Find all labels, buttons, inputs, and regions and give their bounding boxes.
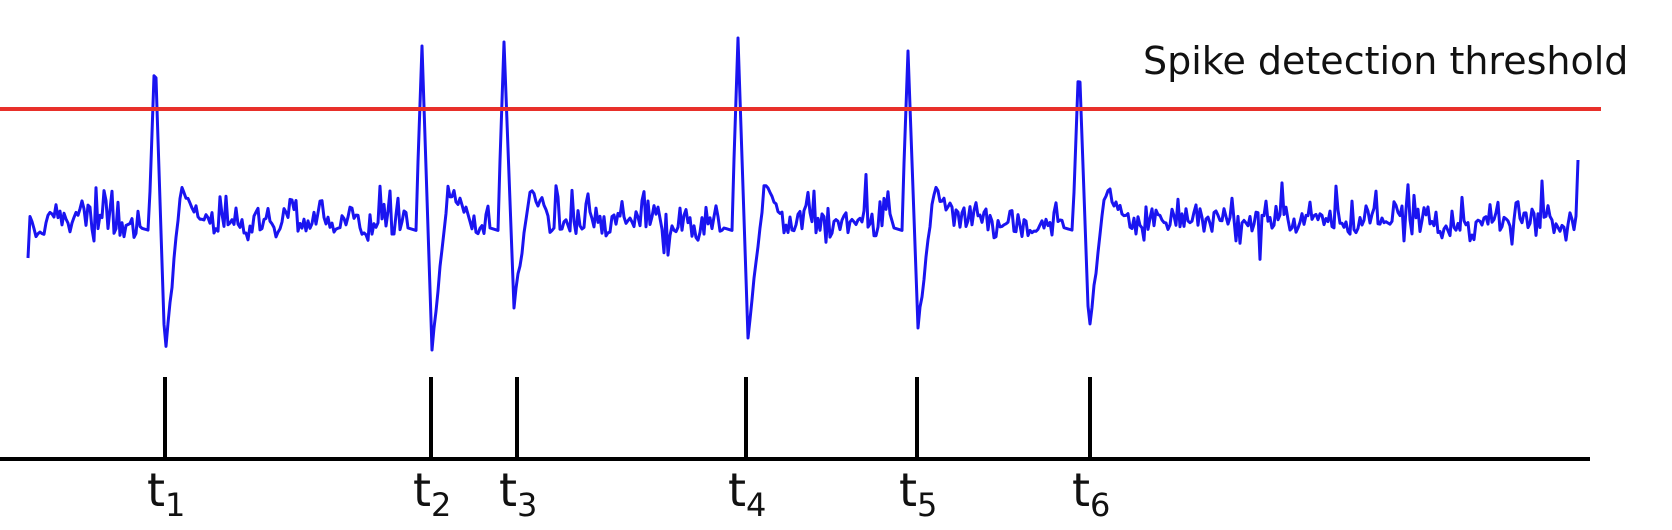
spike-time-label: t5 — [899, 463, 937, 524]
spike-time-label: t3 — [499, 463, 537, 524]
spike-time-subscript: 5 — [917, 486, 937, 524]
spike-time-subscript: 4 — [746, 486, 766, 524]
spike-time-letter: t — [147, 463, 165, 517]
threshold-label: Spike detection threshold — [1143, 39, 1628, 83]
spike-time-letter: t — [413, 463, 431, 517]
spike-time-label: t2 — [413, 463, 451, 524]
spike-time-letter: t — [1072, 463, 1090, 517]
spike-time-label: t6 — [1072, 463, 1110, 524]
spike-time-subscript: 1 — [165, 486, 185, 524]
spike-time-subscript: 3 — [517, 486, 537, 524]
spike-time-subscript: 6 — [1090, 486, 1110, 524]
spike-time-label: t1 — [147, 463, 185, 524]
spike-time-subscript: 2 — [431, 486, 451, 524]
spike-time-label: t4 — [728, 463, 766, 524]
voltage-signal-trace — [26, 36, 1580, 352]
spike-time-letter: t — [899, 463, 917, 517]
spike-time-letter: t — [728, 463, 746, 517]
spike-time-letter: t — [499, 463, 517, 517]
spike-markers: t1 t2 t3 t4 t5 t6 — [147, 377, 1110, 524]
